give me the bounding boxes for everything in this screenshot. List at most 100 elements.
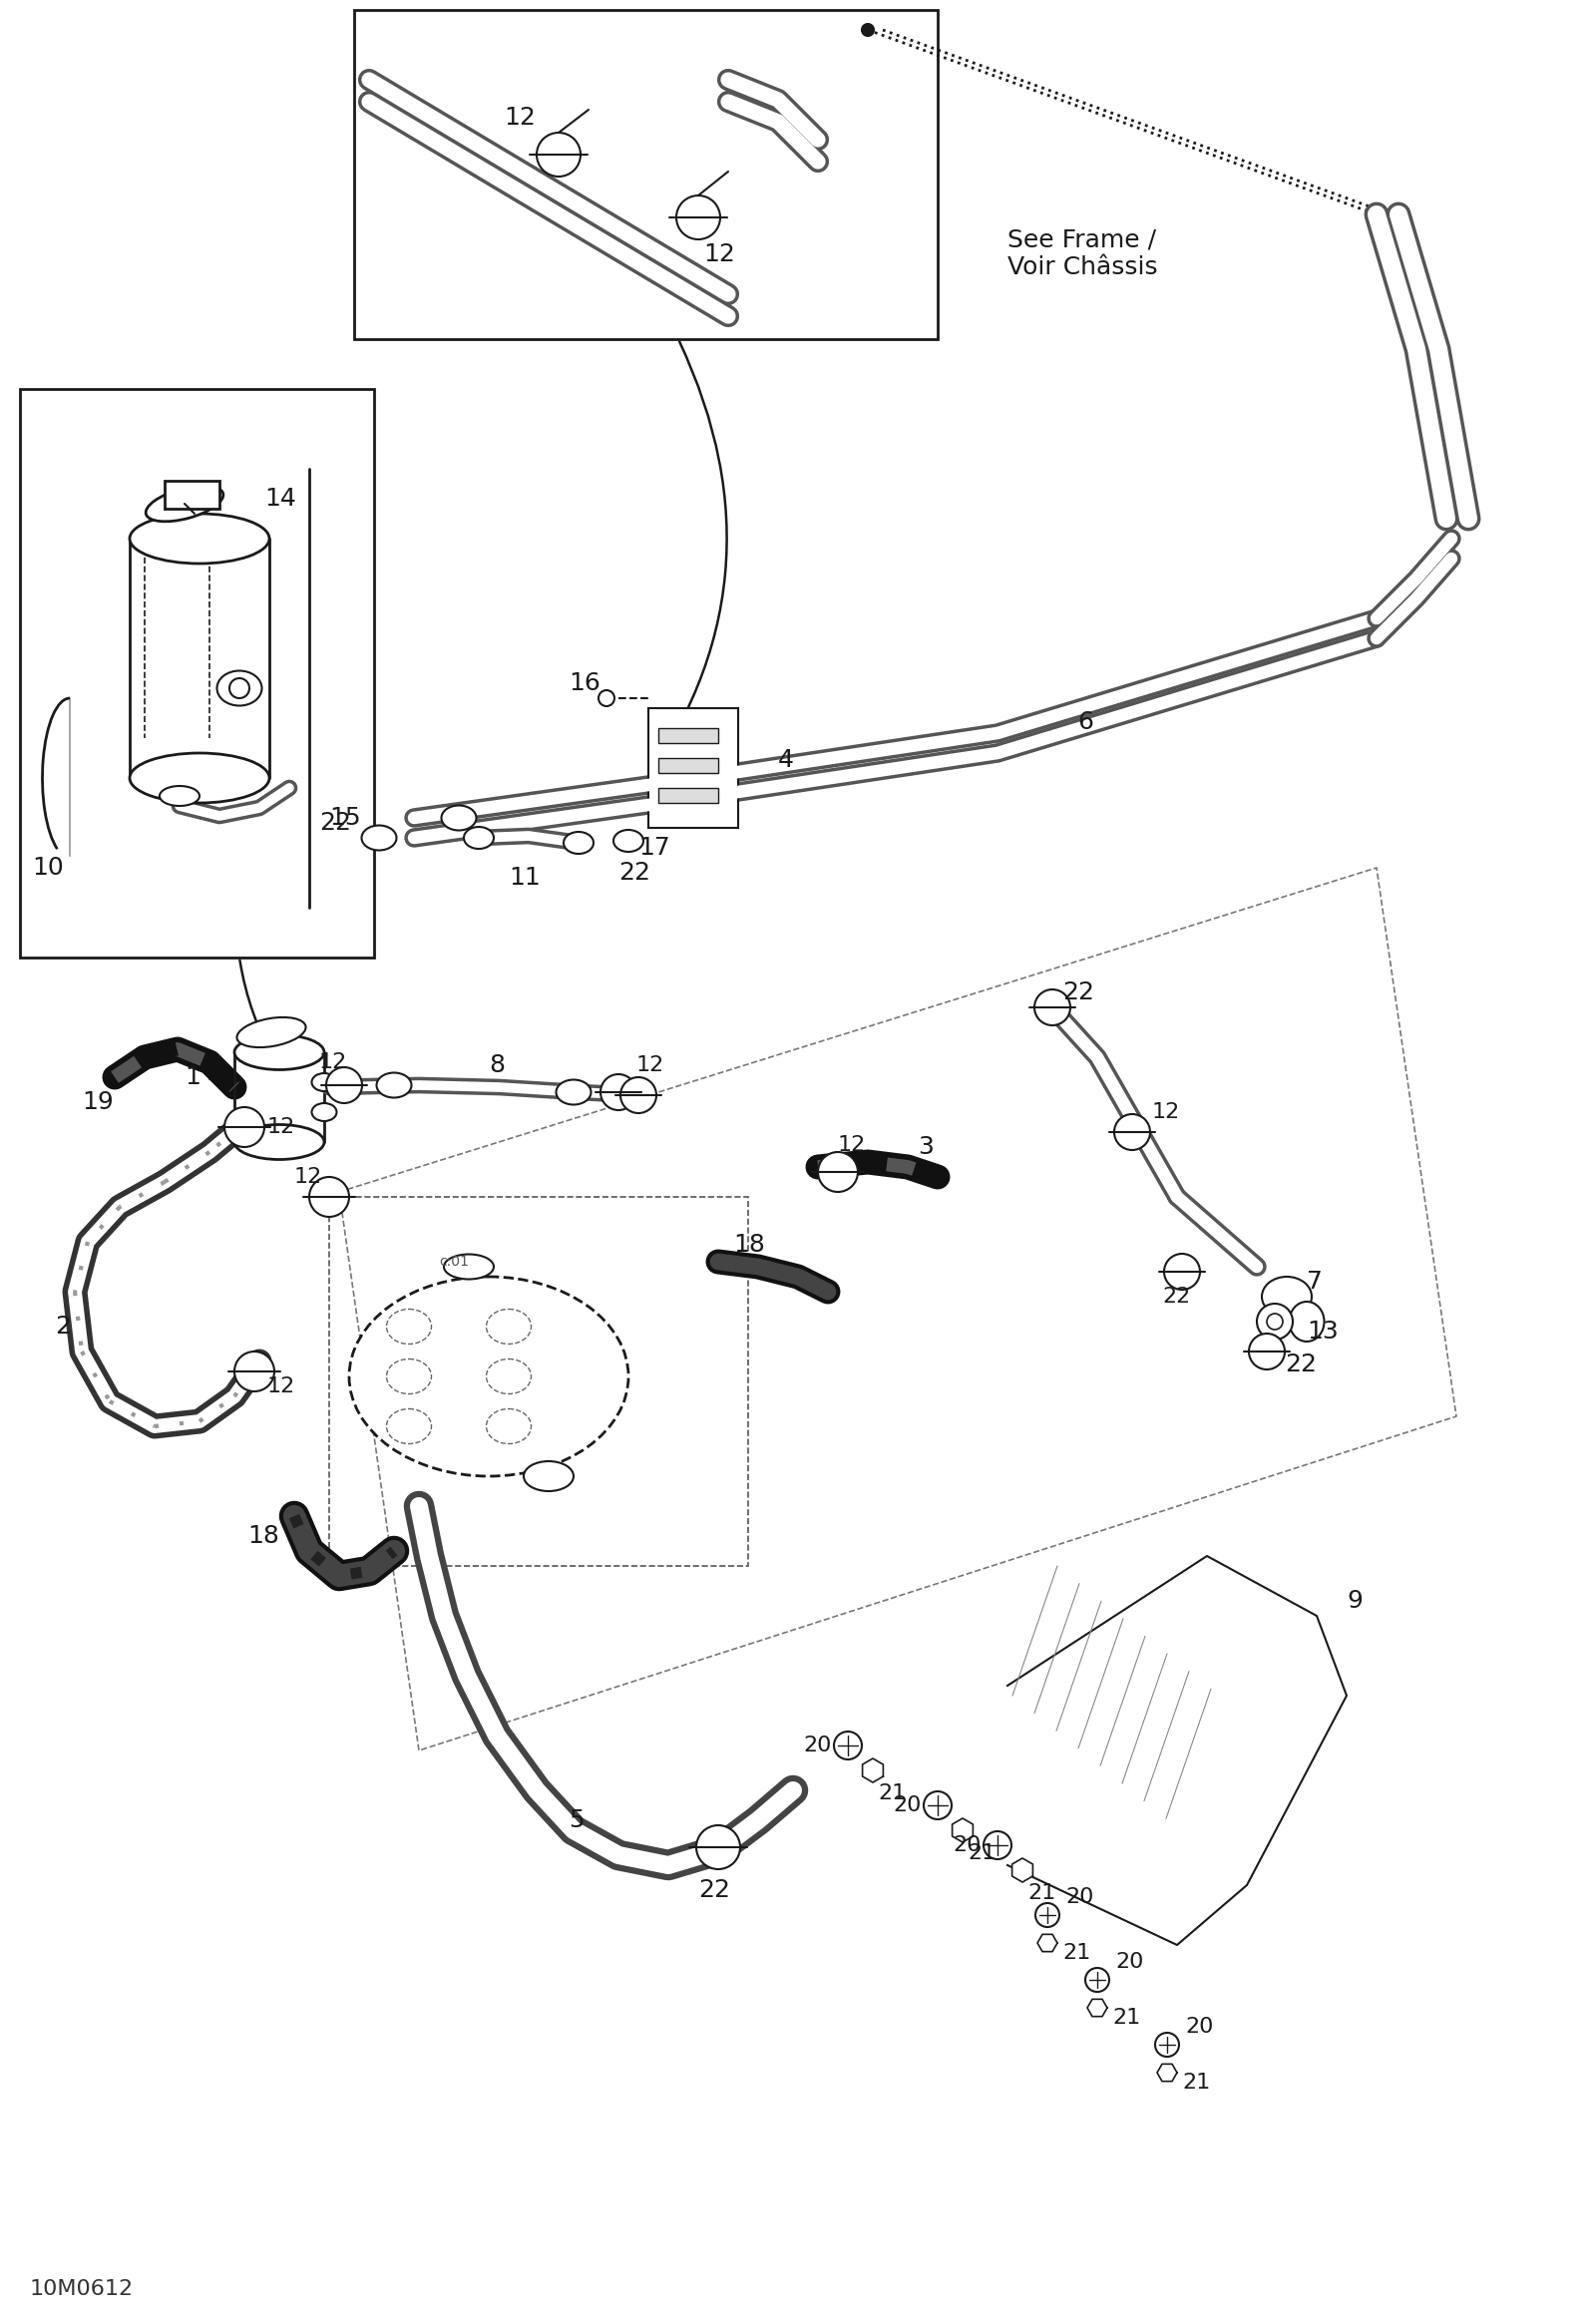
Text: 16: 16 — [568, 672, 600, 695]
Circle shape — [621, 1078, 656, 1113]
Text: 10: 10 — [32, 855, 64, 881]
Text: 20: 20 — [953, 1836, 982, 1855]
Text: See Frame /: See Frame / — [1007, 228, 1156, 251]
Ellipse shape — [464, 827, 493, 848]
Circle shape — [862, 23, 875, 35]
Ellipse shape — [442, 806, 476, 830]
Text: 12: 12 — [838, 1134, 867, 1155]
Text: 2: 2 — [54, 1315, 70, 1339]
Text: 3: 3 — [918, 1134, 934, 1160]
Circle shape — [677, 195, 720, 239]
Ellipse shape — [1290, 1301, 1325, 1341]
Ellipse shape — [235, 1125, 324, 1160]
Text: 5: 5 — [568, 1808, 584, 1831]
Ellipse shape — [145, 486, 223, 521]
Text: 7: 7 — [1307, 1269, 1323, 1294]
Text: 22: 22 — [1285, 1353, 1317, 1376]
Text: 20: 20 — [892, 1796, 921, 1815]
Circle shape — [1085, 1968, 1109, 1992]
Text: 20: 20 — [1066, 1887, 1093, 1908]
Circle shape — [230, 679, 249, 697]
Circle shape — [600, 1074, 637, 1111]
Text: Voir Châssis: Voir Châssis — [1007, 256, 1157, 279]
Text: 22: 22 — [319, 811, 351, 834]
Text: 14: 14 — [265, 486, 297, 511]
Circle shape — [326, 1067, 362, 1104]
Ellipse shape — [487, 1360, 531, 1394]
Ellipse shape — [160, 786, 200, 806]
Ellipse shape — [362, 825, 396, 851]
Bar — [19, 388, 373, 957]
Bar — [659, 788, 718, 802]
Circle shape — [1114, 1113, 1151, 1150]
Bar — [648, 709, 737, 827]
Ellipse shape — [377, 1074, 412, 1097]
Text: 12: 12 — [1152, 1102, 1181, 1122]
Ellipse shape — [523, 1462, 573, 1492]
Text: 22: 22 — [1063, 981, 1095, 1004]
Circle shape — [983, 1831, 1012, 1859]
Circle shape — [310, 1176, 350, 1218]
Text: 11: 11 — [509, 867, 541, 890]
Ellipse shape — [217, 672, 262, 706]
Text: 21: 21 — [967, 1843, 996, 1864]
Text: 22: 22 — [699, 1878, 731, 1901]
Polygon shape — [953, 1817, 974, 1843]
Text: 12: 12 — [704, 242, 736, 267]
Text: 20: 20 — [1184, 2017, 1213, 2036]
Ellipse shape — [487, 1408, 531, 1443]
Text: 12: 12 — [504, 105, 536, 130]
Circle shape — [536, 132, 581, 177]
Circle shape — [817, 1153, 859, 1192]
Text: 17: 17 — [638, 837, 670, 860]
Ellipse shape — [613, 830, 643, 853]
Ellipse shape — [129, 514, 270, 562]
Text: 21: 21 — [1112, 2008, 1141, 2029]
Bar — [164, 481, 220, 509]
Circle shape — [598, 690, 614, 706]
Ellipse shape — [129, 753, 270, 802]
Text: 22: 22 — [619, 860, 651, 885]
Text: 20: 20 — [803, 1736, 832, 1755]
Ellipse shape — [563, 832, 594, 853]
Text: 4: 4 — [779, 748, 795, 772]
Circle shape — [235, 1353, 275, 1392]
Text: 21: 21 — [878, 1783, 907, 1803]
Circle shape — [924, 1792, 951, 1820]
Circle shape — [1156, 2034, 1179, 2057]
Text: 9: 9 — [1347, 1590, 1363, 1613]
Text: 1: 1 — [185, 1064, 201, 1090]
Text: c:01: c:01 — [439, 1255, 469, 1269]
Circle shape — [1258, 1304, 1293, 1339]
Text: 12: 12 — [268, 1376, 295, 1397]
Polygon shape — [1087, 1999, 1108, 2017]
Ellipse shape — [311, 1104, 337, 1120]
Text: 18: 18 — [247, 1525, 279, 1548]
Ellipse shape — [386, 1408, 431, 1443]
Polygon shape — [1157, 2064, 1178, 2082]
Polygon shape — [1007, 1557, 1347, 1945]
Polygon shape — [862, 1759, 883, 1783]
Polygon shape — [1037, 1934, 1057, 1952]
Text: 20: 20 — [1116, 1952, 1143, 1971]
Circle shape — [1163, 1253, 1200, 1290]
Text: 19: 19 — [81, 1090, 113, 1113]
Ellipse shape — [386, 1308, 431, 1343]
Circle shape — [1248, 1334, 1285, 1369]
Text: 21: 21 — [1063, 1943, 1090, 1964]
Circle shape — [225, 1106, 265, 1148]
Ellipse shape — [444, 1255, 493, 1278]
Text: 12: 12 — [268, 1118, 295, 1136]
Ellipse shape — [350, 1276, 629, 1476]
Ellipse shape — [236, 1018, 306, 1048]
Circle shape — [1267, 1313, 1283, 1329]
Bar — [659, 758, 718, 774]
Circle shape — [1036, 1903, 1060, 1927]
Text: 8: 8 — [488, 1053, 504, 1078]
Bar — [329, 1197, 749, 1566]
Circle shape — [833, 1731, 862, 1759]
Text: 6: 6 — [1077, 711, 1093, 734]
Bar — [354, 9, 938, 339]
Ellipse shape — [487, 1308, 531, 1343]
Bar — [659, 727, 718, 744]
